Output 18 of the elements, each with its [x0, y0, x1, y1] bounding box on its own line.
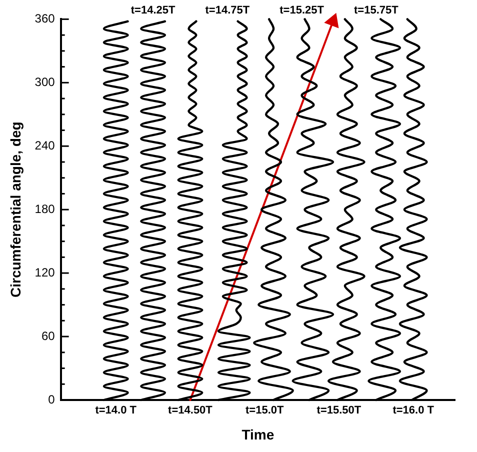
x-tick-label: t=15.50T	[316, 404, 362, 417]
x-tick-label: t=15.0T	[245, 404, 284, 417]
x-tick-label: t=16.0 T	[392, 404, 434, 417]
x-axis-title: Time	[242, 426, 274, 442]
x2-tick-label: t=15.75T	[354, 4, 399, 17]
x-tick-label: t=14.0 T	[95, 404, 137, 417]
x2-tick-label: t=15.25T	[280, 4, 324, 17]
y-tick-label: 0	[48, 392, 56, 406]
x2-tick-label: t=14.25T	[130, 4, 176, 17]
y-tick-label: 360	[34, 12, 56, 26]
y-tick-label: 240	[34, 138, 56, 152]
x2-tick-label: t=14.75T	[205, 4, 250, 17]
y-tick-label: 120	[34, 265, 56, 280]
x-tick-label: t=14.50T	[168, 404, 213, 417]
y-tick-label: 60	[41, 328, 56, 343]
y-axis-title: Circumferential angle, deg	[7, 122, 24, 298]
y-tick-label: 300	[34, 74, 56, 89]
y-tick-label: 180	[34, 202, 56, 216]
